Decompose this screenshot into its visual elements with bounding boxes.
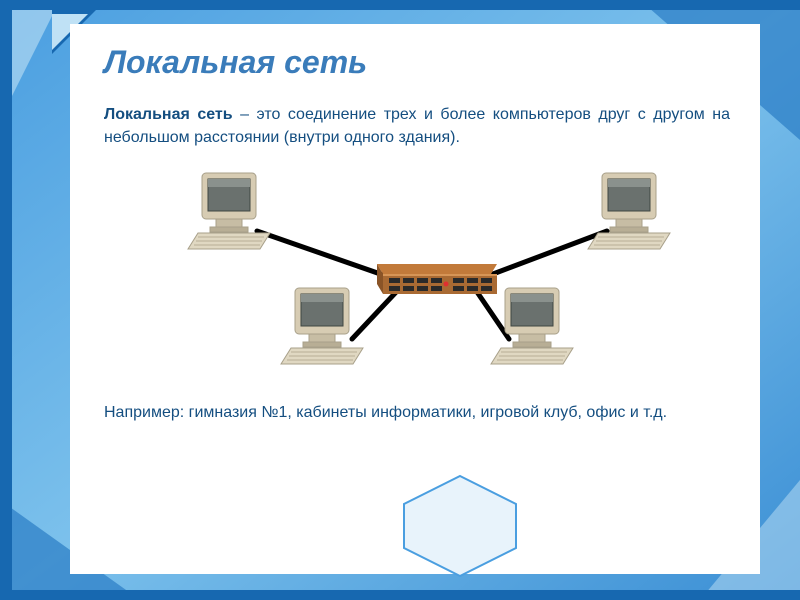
slide-title: Локальная сеть xyxy=(104,44,730,81)
network-hub xyxy=(377,264,497,294)
computer-icon xyxy=(182,169,277,264)
computer-icon xyxy=(485,284,580,379)
computer-icon xyxy=(582,169,677,264)
definition-term: Локальная сеть xyxy=(104,106,233,123)
hexagon-decoration xyxy=(400,474,520,578)
example-paragraph: Например: гимназия №1, кабинеты информат… xyxy=(104,401,730,424)
computer-icon xyxy=(275,284,370,379)
definition-paragraph: Локальная сеть – это соединение трех и б… xyxy=(104,103,730,149)
network-diagram xyxy=(137,159,697,389)
